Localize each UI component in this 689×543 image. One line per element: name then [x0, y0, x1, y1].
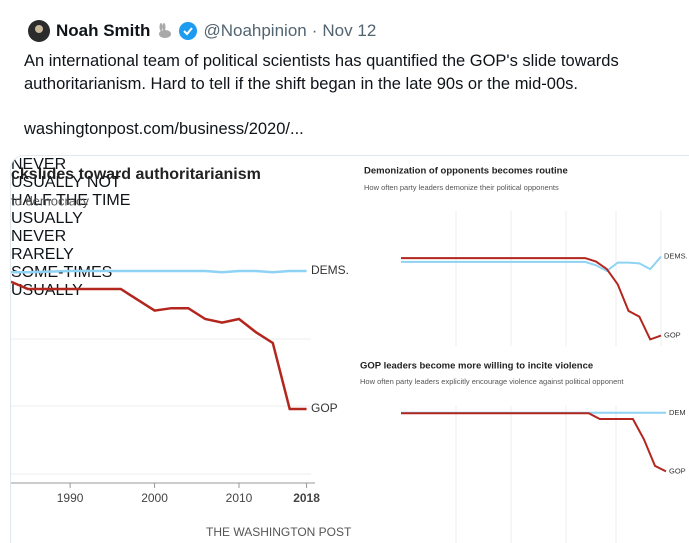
y-tick-label: USUALLY NOT: [11, 174, 121, 191]
display-name[interactable]: Noah Smith: [56, 21, 151, 40]
separator: ·: [311, 21, 318, 40]
handle[interactable]: @Noahpinion: [203, 21, 307, 40]
date[interactable]: Nov 12: [322, 21, 377, 40]
x-tick-label: 2000: [141, 491, 168, 505]
y-tick-label: RARELY: [11, 246, 74, 263]
x-tick-label: 2018: [293, 491, 320, 505]
x-tick-label: 1990: [57, 491, 84, 505]
series-label: GOP: [669, 466, 686, 475]
chart-title: ckslides toward authoritarianism: [11, 166, 261, 183]
series-line: [401, 257, 662, 341]
series-line: [11, 280, 307, 411]
avatar[interactable]: [27, 19, 51, 43]
series-label: GOP: [311, 401, 338, 415]
x-tick-label: 2010: [226, 491, 253, 505]
chart-subtitle: to democracy: [11, 193, 90, 208]
y-tick-label: NEVER: [11, 228, 67, 245]
series-line: [11, 269, 307, 274]
y-tick-label: USUALLY: [11, 282, 83, 299]
y-tick-label: USUALLY: [11, 210, 83, 227]
series-line: [401, 412, 667, 473]
tweet-media[interactable]: THE WASHINGTON POST ckslides toward auth…: [10, 155, 689, 543]
chart-subtitle: How often party leaders explicitly encou…: [360, 377, 624, 386]
y-tick-label: SOME-TIMES: [11, 264, 113, 281]
chart-image: THE WASHINGTON POST ckslides toward auth…: [11, 166, 688, 543]
series-label: DEMS.: [311, 263, 349, 277]
tweet-link[interactable]: washingtonpost.com/business/2020/...: [24, 120, 304, 138]
series-label: DEMS.: [664, 252, 688, 261]
rabbit-icon: [159, 23, 172, 38]
chart-title: GOP leaders become more willing to incit…: [360, 361, 593, 372]
y-tick-label: HALF THE TIME: [11, 192, 131, 209]
tweet-header: Noah Smith @Noahpinion · Nov 12: [27, 19, 376, 43]
series-label: GOP: [664, 331, 681, 340]
y-tick-label: NEVER: [11, 156, 67, 173]
grid: [11, 211, 662, 543]
credit: THE WASHINGTON POST: [206, 525, 352, 539]
series-line: [401, 255, 662, 273]
series-label: DEM: [669, 408, 686, 417]
chart-subtitle: How often party leaders demonize their p…: [364, 183, 559, 192]
chart-title: Demonization of opponents becomes routin…: [364, 166, 568, 177]
tweet-text: An international team of political scien…: [24, 52, 619, 93]
verified-badge: [179, 22, 198, 40]
